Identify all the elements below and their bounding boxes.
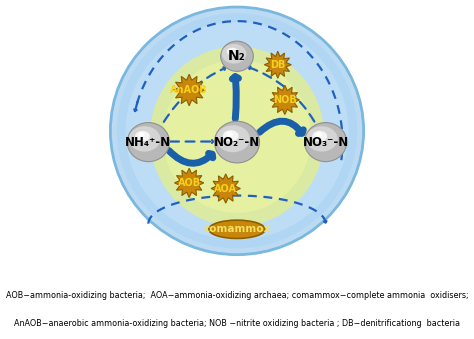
Text: AOB−ammonia-oxidizing bacteria;  AOA−ammonia-oxidizing archaea; comammox−complet: AOB−ammonia-oxidizing bacteria; AOA−ammo… [6, 291, 468, 300]
Ellipse shape [222, 44, 246, 64]
Ellipse shape [223, 130, 238, 141]
Polygon shape [211, 174, 240, 203]
Ellipse shape [209, 220, 265, 238]
Polygon shape [174, 168, 204, 198]
Ellipse shape [221, 41, 253, 72]
Ellipse shape [312, 131, 327, 141]
Text: DB: DB [270, 60, 285, 70]
Ellipse shape [117, 13, 357, 248]
Text: AOB: AOB [178, 178, 201, 188]
Ellipse shape [135, 131, 150, 141]
Ellipse shape [129, 126, 160, 152]
Ellipse shape [150, 46, 324, 226]
Ellipse shape [304, 123, 347, 162]
Ellipse shape [227, 47, 238, 56]
Text: AnAOB−anaerobic ammonia-oxidizing bacteria; NOB −nitrite oxidizing bacteria ; DB: AnAOB−anaerobic ammonia-oxidizing bacter… [14, 319, 460, 328]
Text: NO₃⁻-N: NO₃⁻-N [302, 136, 349, 148]
Ellipse shape [110, 7, 364, 255]
Text: NH₄⁺-N: NH₄⁺-N [125, 136, 172, 148]
Text: comammox: comammox [203, 224, 271, 234]
Polygon shape [264, 51, 292, 78]
Text: AOA: AOA [214, 183, 237, 194]
Text: AnAOB: AnAOB [170, 85, 208, 95]
Ellipse shape [127, 123, 170, 162]
Ellipse shape [163, 60, 311, 213]
Ellipse shape [126, 22, 348, 240]
Ellipse shape [138, 133, 145, 137]
Ellipse shape [216, 125, 250, 152]
Ellipse shape [215, 121, 259, 163]
Ellipse shape [229, 49, 234, 52]
Polygon shape [173, 74, 205, 106]
Ellipse shape [227, 132, 233, 137]
Ellipse shape [316, 133, 322, 137]
Text: NOB: NOB [273, 95, 297, 105]
Text: NO₂⁻-N: NO₂⁻-N [214, 136, 260, 148]
Text: N₂: N₂ [228, 49, 246, 63]
Polygon shape [270, 85, 300, 115]
Ellipse shape [306, 126, 337, 152]
